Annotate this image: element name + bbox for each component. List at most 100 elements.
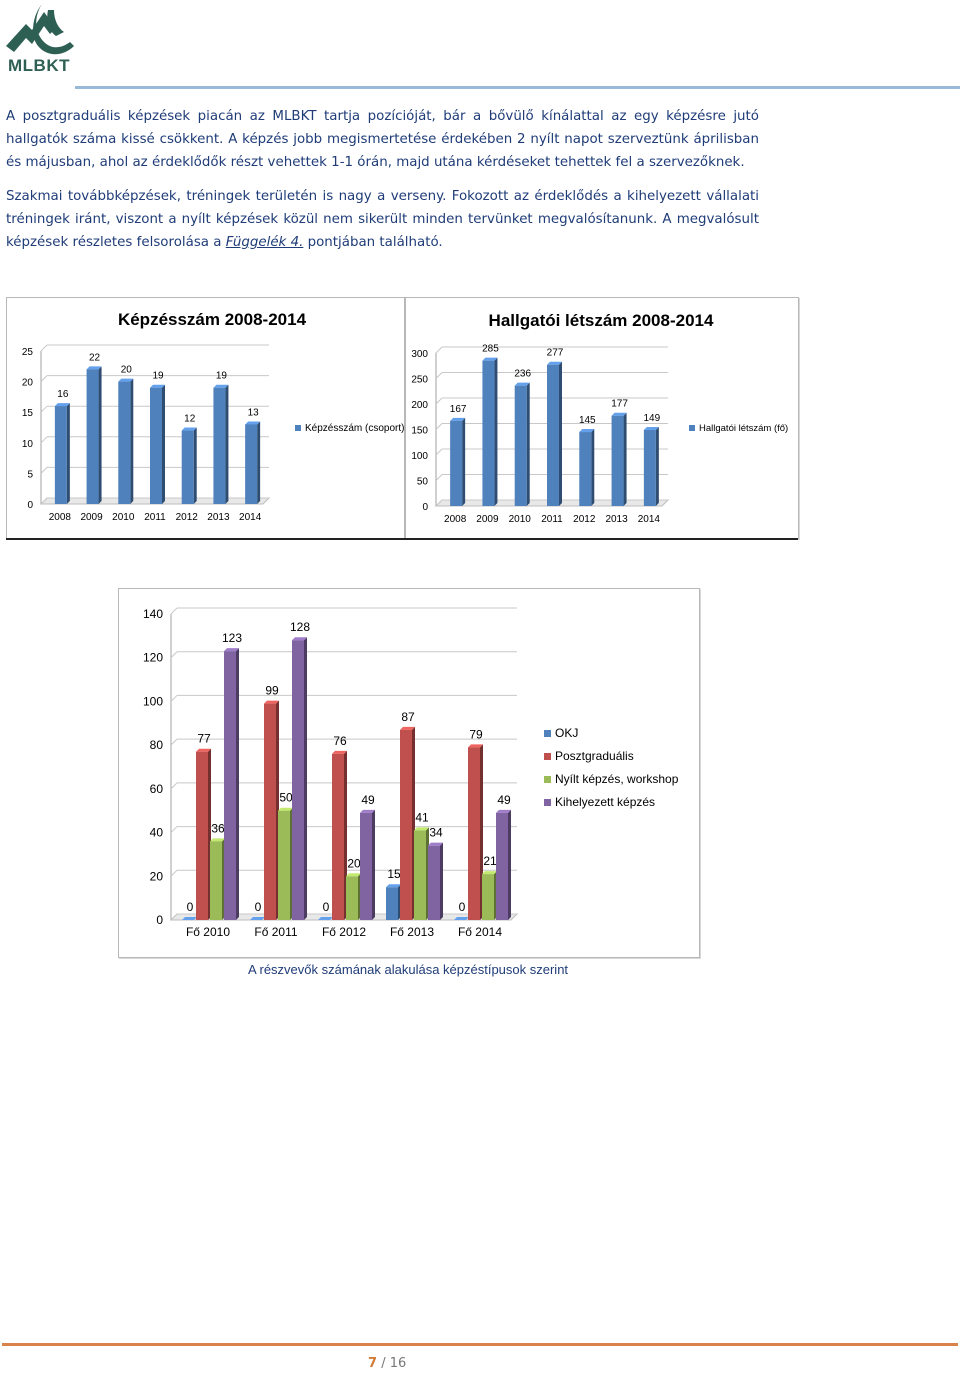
bar [360,809,375,920]
data-label: 149 [644,413,661,424]
data-label: 167 [450,404,467,415]
bar-top [611,412,627,416]
grid-diagonal [435,499,443,507]
bar-front [332,753,344,920]
chart-title: Képzésszám 2008-2014 [118,310,307,329]
x-tick-label: 2011 [541,514,563,525]
bar-front [181,430,194,504]
bar-top [468,744,483,748]
appendix-link[interactable]: Függelék 4. [225,235,304,250]
bar [250,917,265,920]
y-tick-label: 200 [411,400,428,411]
data-label: 22 [89,352,101,363]
bar-side [623,412,627,506]
bar [496,809,511,920]
bar-front [264,703,276,920]
legend-label: OKJ [555,726,578,740]
chart-student-count: Hallgatói létszám 2008-2014 0 50 100 150 200 2… [405,297,799,539]
bar-top [482,871,497,875]
chart-course-count: Képzésszám 2008-2014 0 5 10 15 20 25 16 2008 22 20… [6,297,405,539]
x-tick-label: 2012 [176,512,199,523]
bar-front [400,729,412,920]
bar [414,827,429,920]
bar [346,873,361,920]
data-label: 87 [401,710,415,724]
bar [579,429,595,506]
chart-student-count-svg: Hallgatói létszám 2008-2014 0 50 100 150 200 2… [411,311,788,525]
data-label: 34 [429,826,443,840]
grid-diagonal [40,497,48,505]
legend-label: Kihelyezett képzés [555,795,655,809]
bar-front [468,747,480,920]
bar [450,417,466,506]
data-label: 0 [323,900,330,914]
bar-top [224,648,239,652]
x-tick-label: Fő 2014 [458,925,502,939]
bar [454,917,469,920]
x-tick-label: Fő 2010 [186,925,230,939]
y-tick-label: 250 [411,375,428,386]
chart-course-count-svg: Képzésszám 2008-2014 0 5 10 15 20 25 16 2008 22 20… [22,310,404,523]
grid-diagonal [435,397,443,405]
bar-top [332,750,347,754]
bar-top [386,884,401,888]
x-tick-label: 2013 [207,512,230,523]
chart-caption: A részvevők számának alakulása képzéstíp… [247,962,569,977]
page-number: 7 / 16 [368,1356,406,1371]
y-tick-label: 150 [411,426,428,437]
bar-front [292,640,304,920]
bar-top [547,361,562,365]
data-label: 236 [514,369,531,380]
bar-front [547,364,559,506]
bar-top [181,427,197,431]
y-tick-label: 50 [417,477,429,488]
grid-diagonal [170,695,178,702]
bar-side [66,403,70,504]
bar-top [400,726,415,730]
bar [428,842,443,920]
y-tick-label: 120 [143,651,163,665]
paragraph-1: A posztgraduális képzések piacán az MLBK… [6,109,759,170]
bar-side [225,384,229,504]
bar-top [182,917,197,920]
grid-diagonal [170,869,178,877]
bar [514,382,530,506]
bar-top [496,809,511,813]
y-tick-label: 25 [22,347,34,358]
y-tick-label: 100 [411,451,428,462]
data-label: 285 [482,344,499,355]
bar-top [86,366,102,370]
bar-top [245,421,261,425]
bar-top [360,809,375,813]
data-label: 0 [255,900,262,914]
data-label: 145 [579,415,596,426]
data-label: 76 [333,734,347,748]
bar-front [482,360,495,506]
bar-front [224,651,236,920]
bar-top [264,700,279,704]
data-label: 99 [265,684,279,698]
grid-diagonal [170,651,178,659]
bar-top [450,417,466,421]
bar-top [213,384,229,388]
page-separator: / [381,1356,386,1371]
bar [210,838,225,920]
bar-side [494,357,498,506]
bar [224,648,239,920]
bar [196,748,211,920]
y-tick-label: 60 [150,782,164,796]
grid-diagonal [435,474,443,481]
bar-side [655,427,659,506]
x-tick-label: Fő 2012 [322,925,366,939]
bar [264,700,279,920]
x-tick-label: Fő 2013 [390,925,434,939]
y-tick-label: 0 [27,500,33,511]
data-label: 20 [347,856,361,870]
grid-diagonal [40,375,48,382]
bar-side [372,809,375,920]
bar-front [210,841,222,920]
x-tick-label: 2012 [573,514,596,525]
bar-top [292,637,307,641]
x-tick-label: 2013 [605,514,628,525]
legend-swatch [295,425,301,431]
